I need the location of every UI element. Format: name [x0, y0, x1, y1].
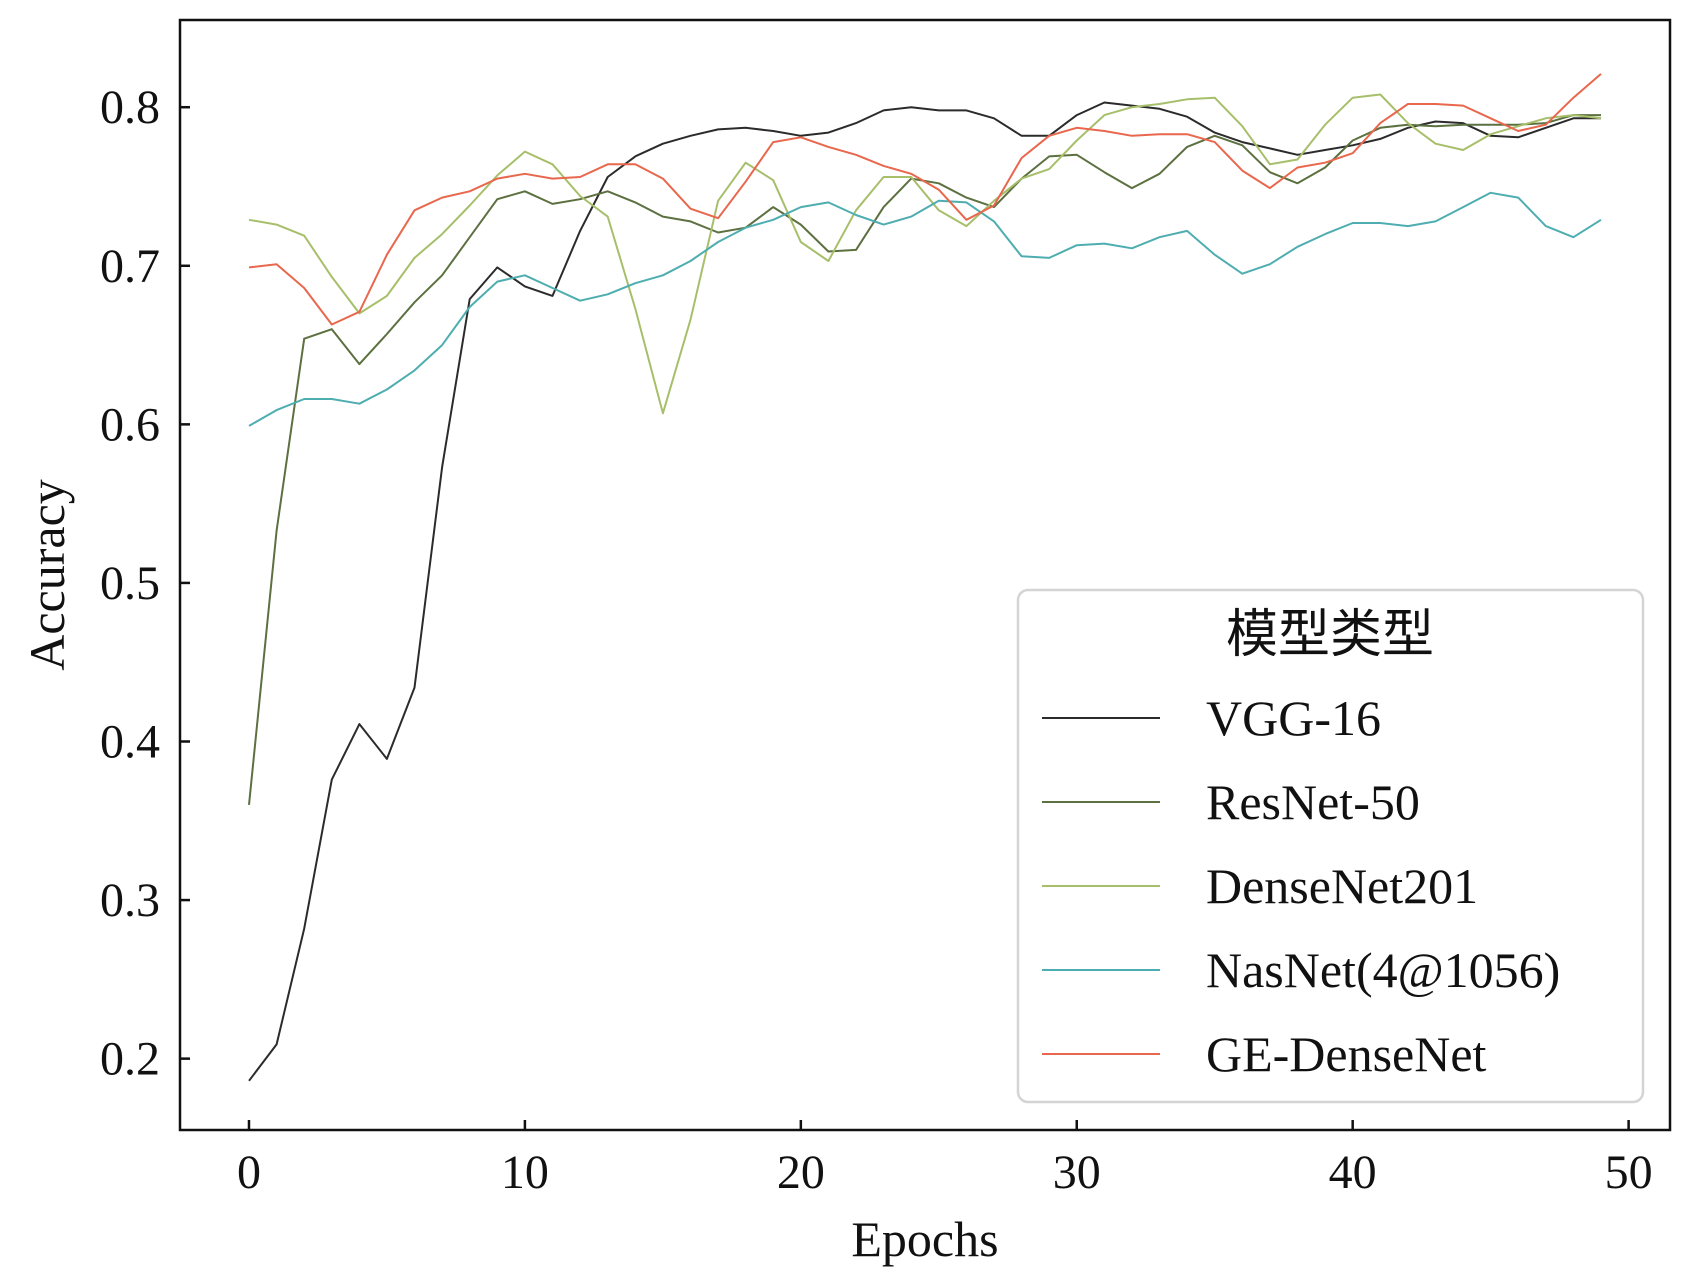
x-axis-ticks: 0 10 20 30 40 50	[237, 1120, 1653, 1199]
legend: 模型类型 VGG-16 ResNet-50 DenseNet201 NasNet(4@…	[1016, 588, 1645, 1104]
y-tick-label: 0.5	[100, 557, 160, 610]
x-tick-label: 0	[237, 1146, 261, 1199]
series-line-0	[248, 101, 1601, 1082]
y-tick-label: 0.2	[100, 1033, 160, 1086]
series-line-4	[248, 73, 1602, 326]
x-axis-label: Epochs	[851, 1211, 998, 1267]
y-axis-ticks: 0.2 0.3 0.4 0.5 0.6 0.7 0.8	[100, 81, 190, 1086]
y-tick-label: 0.6	[100, 398, 160, 451]
series-layer	[248, 73, 1602, 1082]
legend-label-3: NasNet(4@1056)	[1206, 942, 1560, 998]
legend-label-1: ResNet-50	[1206, 774, 1420, 830]
legend-label-2: DenseNet201	[1206, 858, 1478, 914]
x-tick-label: 30	[1053, 1146, 1101, 1199]
plot-frame	[178, 18, 1672, 1132]
legend-title: 模型类型	[1226, 605, 1434, 665]
legend-label-0: VGG-16	[1206, 690, 1381, 746]
y-axis-label: Accuracy	[19, 479, 75, 671]
x-tick-label: 40	[1329, 1146, 1377, 1199]
y-tick-label: 0.3	[100, 874, 160, 927]
series-line-2	[248, 93, 1602, 415]
x-tick-label: 50	[1605, 1146, 1653, 1199]
y-tick-label: 0.8	[100, 81, 160, 134]
x-tick-label: 20	[777, 1146, 825, 1199]
legend-box	[1016, 588, 1645, 1104]
legend-entries: VGG-16 ResNet-50 DenseNet201 NasNet(4@1056)…	[1042, 690, 1560, 1082]
y-tick-label: 0.7	[100, 240, 160, 293]
x-tick-label: 10	[501, 1146, 549, 1199]
series-line-3	[248, 191, 1602, 427]
y-tick-label: 0.4	[100, 716, 160, 769]
legend-label-4: GE-DenseNet	[1206, 1026, 1487, 1082]
